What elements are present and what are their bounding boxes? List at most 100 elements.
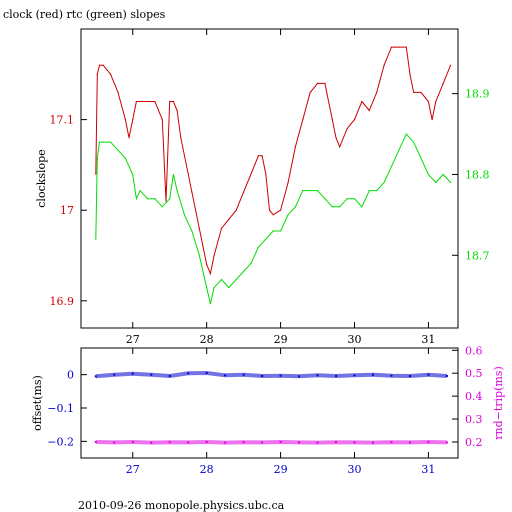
series-point xyxy=(346,198,348,200)
series-point xyxy=(376,91,378,94)
series-point xyxy=(109,73,112,75)
series-point xyxy=(209,303,211,305)
x-tick-label: 31 xyxy=(421,463,435,476)
series-point xyxy=(98,64,101,66)
scatter-point-offset xyxy=(445,375,448,377)
series-point xyxy=(135,100,138,103)
series-point xyxy=(268,209,271,211)
series-point xyxy=(398,46,400,48)
series-point xyxy=(390,165,393,167)
x-tick-label: 28 xyxy=(200,463,214,476)
scatter-point-rndtrip xyxy=(445,441,448,444)
series-point xyxy=(206,286,208,289)
left-y-tick-label: 17.1 xyxy=(50,114,75,127)
series-point xyxy=(450,64,452,66)
series-point xyxy=(368,109,370,112)
series-point xyxy=(132,119,134,121)
series-point xyxy=(228,218,230,220)
series-point xyxy=(302,119,304,121)
series-point xyxy=(331,119,333,121)
series-point xyxy=(250,262,252,264)
left-y-tick-label: 16.9 xyxy=(50,295,75,308)
series-point xyxy=(202,245,204,248)
series-line-rtc xyxy=(95,133,451,304)
top-panel-frame xyxy=(80,28,459,329)
x-tick-label: 30 xyxy=(348,463,362,476)
series-point xyxy=(287,214,289,216)
scatter-band-rndtrip xyxy=(95,439,447,445)
series-point xyxy=(339,146,341,148)
series-point xyxy=(117,91,119,94)
series-point xyxy=(139,190,141,192)
series-point xyxy=(294,146,296,148)
series-point xyxy=(257,246,260,248)
series-point xyxy=(435,181,437,184)
footer-caption: 2010-09-26 monopole.physics.ubc.ca xyxy=(78,499,285,512)
series-point xyxy=(279,209,282,211)
series-point xyxy=(124,157,126,159)
series-point xyxy=(353,119,356,121)
series-point xyxy=(287,182,289,184)
series-point xyxy=(272,214,274,216)
series-point xyxy=(265,173,267,175)
series-point xyxy=(172,173,175,176)
series-point xyxy=(390,46,393,48)
scatter-band-offset xyxy=(95,370,448,379)
right-y-tick-label: 0.4 xyxy=(465,390,483,403)
series-point xyxy=(146,100,149,103)
series-point xyxy=(198,254,200,256)
series-point xyxy=(228,286,230,289)
bottom-panel-marks: 27 28 29 30 31 0 −0.1 −0.2 0.2 0.3 0.4 0.5 0.6 offset… xyxy=(31,344,505,476)
series-point xyxy=(265,238,267,240)
series-point xyxy=(324,82,326,84)
series-point xyxy=(124,119,126,121)
series-point xyxy=(102,64,104,66)
series-point xyxy=(316,82,319,84)
series-point xyxy=(442,82,444,84)
series-point xyxy=(235,209,237,211)
series-point xyxy=(368,190,370,192)
scatter-point-rndtrip xyxy=(94,440,97,443)
series-point xyxy=(427,100,430,103)
right-y-tick-label: 0.2 xyxy=(465,436,483,449)
series-point xyxy=(169,100,171,103)
series-point xyxy=(279,230,282,232)
bottom-panel-frame xyxy=(80,347,459,459)
series-point xyxy=(213,286,215,289)
series-point xyxy=(353,198,356,200)
series-point xyxy=(95,173,97,175)
series-point xyxy=(250,173,252,175)
series-point xyxy=(394,46,396,48)
series-point xyxy=(135,198,138,200)
series-point xyxy=(361,100,363,103)
series-point xyxy=(95,238,97,240)
series-point xyxy=(117,149,119,151)
series-point xyxy=(146,198,149,200)
series-point xyxy=(243,191,245,193)
series-point xyxy=(194,209,197,211)
right-y-tick-label: 18.7 xyxy=(465,249,490,262)
series-point xyxy=(183,214,186,216)
series-point xyxy=(213,254,215,257)
series-point xyxy=(220,227,223,229)
left-axis-label: clockslope xyxy=(35,149,48,207)
series-point xyxy=(154,198,156,200)
series-point xyxy=(183,155,186,157)
series-point xyxy=(176,190,178,192)
series-point xyxy=(109,141,112,143)
series-point xyxy=(139,100,141,103)
series-point xyxy=(161,206,163,208)
series-point xyxy=(132,173,134,176)
series-point xyxy=(302,190,304,192)
series-point xyxy=(235,278,237,281)
series-line-clock xyxy=(95,46,452,276)
series-point xyxy=(442,173,444,176)
top-panel-marks: 27 28 29 30 31 16.9 17 17.1 18.7 18.8 18.9 clockslo… xyxy=(35,29,490,346)
series-point xyxy=(413,91,415,94)
left-y-tick-label: −0.1 xyxy=(47,402,74,415)
series-point xyxy=(346,128,348,130)
right-y-tick-label: 0.6 xyxy=(465,344,483,357)
series-point xyxy=(96,157,98,159)
scatter-point-offset xyxy=(94,375,97,378)
series-point xyxy=(339,206,341,208)
